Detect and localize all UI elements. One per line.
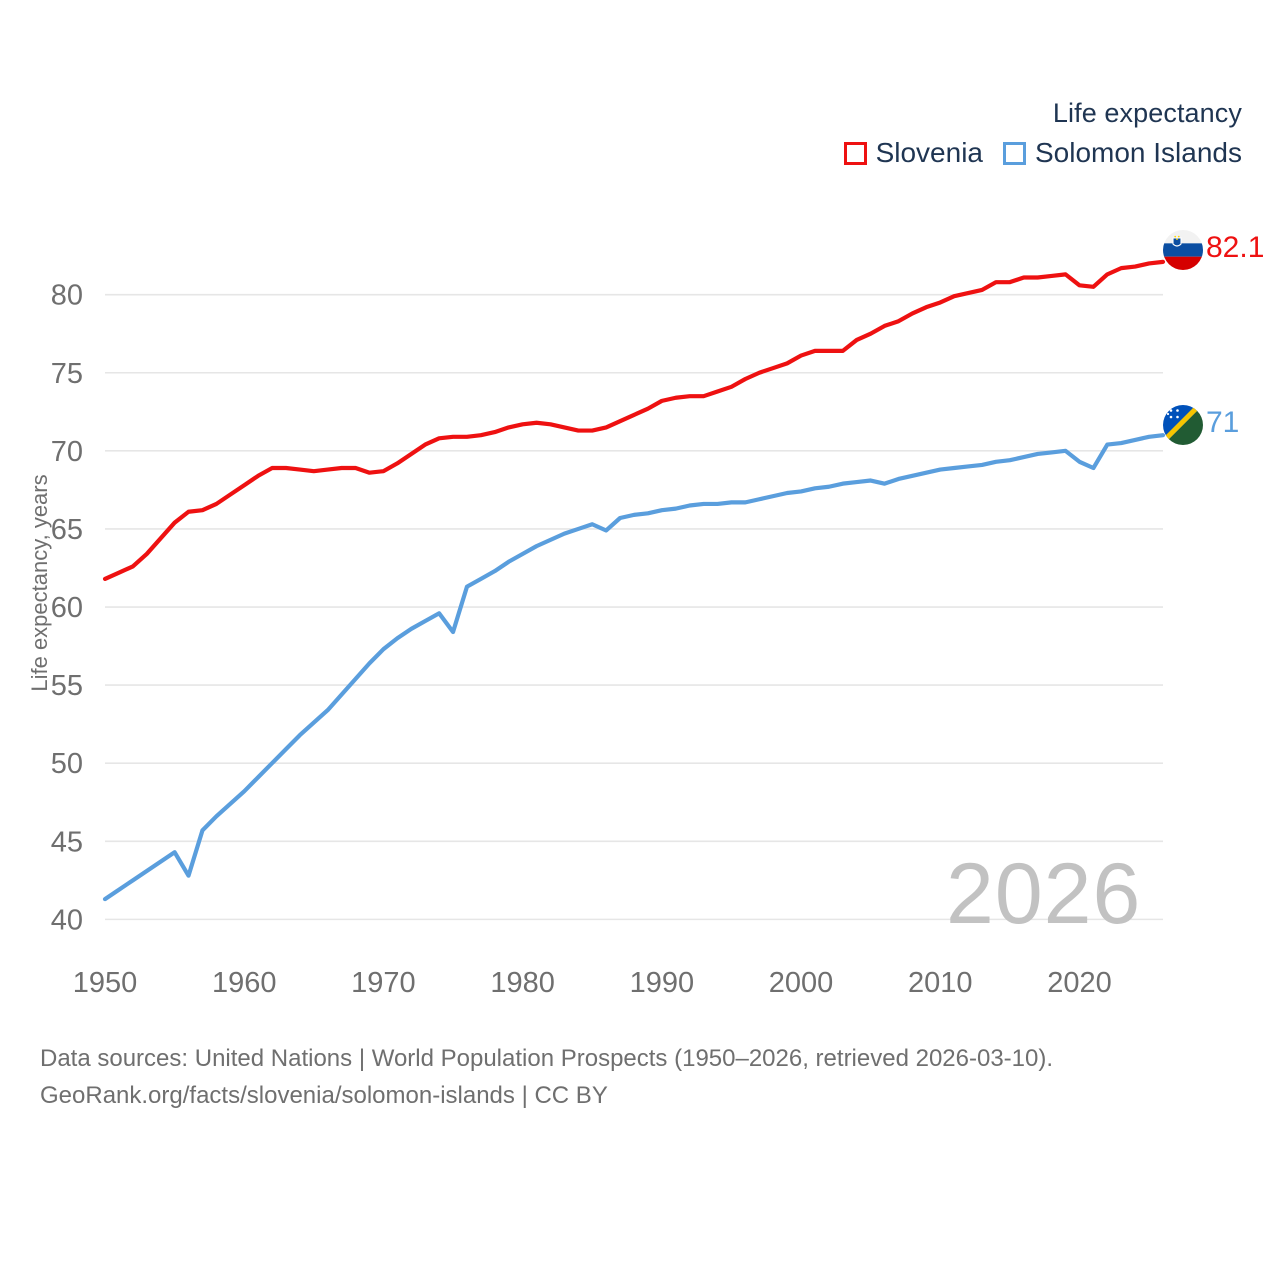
y-tick-label: 50 — [51, 748, 83, 780]
legend-swatch-solomon-islands-icon — [1002, 141, 1026, 165]
gridlines — [105, 293, 1163, 921]
chart-legend: Life expectancy Slovenia Solomon Islands — [843, 98, 1242, 169]
legend-swatch-slovenia-icon — [843, 141, 867, 165]
y-tick-label: 40 — [51, 904, 83, 936]
legend-title: Life expectancy — [1052, 98, 1242, 128]
y-tick-label: 65 — [51, 514, 83, 546]
footer-attribution: Data sources: United Nations | World Pop… — [40, 1040, 1053, 1114]
end-label-slovenia: 82.1 — [1206, 231, 1265, 264]
x-tick-label: 1960 — [212, 967, 277, 999]
legend-items: Slovenia Solomon Islands — [843, 137, 1242, 169]
x-tick-label: 2000 — [769, 967, 834, 999]
y-tick-label: 70 — [51, 436, 83, 468]
x-tick-labels: 1950 1960 1970 1980 1990 2000 2010 2020 — [73, 967, 1112, 999]
x-tick-label: 1990 — [630, 967, 695, 999]
legend-item-solomon-islands[interactable]: Solomon Islands — [1002, 137, 1242, 169]
solomon-islands-flag-icon — [1163, 405, 1203, 445]
y-axis-title: Life expectancy, years — [27, 474, 52, 692]
y-tick-label: 60 — [51, 592, 83, 624]
y-tick-labels: 40 45 50 55 60 65 70 75 80 — [51, 280, 83, 937]
end-label-solomon-islands: 71 — [1206, 406, 1240, 439]
x-tick-label: 1950 — [73, 967, 138, 999]
y-tick-label: 45 — [51, 826, 83, 858]
series-lines — [102, 259, 1166, 902]
x-tick-label: 2020 — [1047, 967, 1112, 999]
y-tick-label: 55 — [51, 670, 83, 702]
x-tick-label: 1980 — [490, 967, 555, 999]
legend-label-solomon-islands: Solomon Islands — [1034, 137, 1242, 168]
series-line-slovenia — [102, 259, 1166, 582]
x-tick-label: 1970 — [351, 967, 416, 999]
y-tick-label: 80 — [51, 280, 83, 312]
series-line-solomon-islands — [102, 433, 1166, 902]
legend-label-slovenia: Slovenia — [875, 137, 983, 168]
slovenia-flag-icon — [1163, 230, 1203, 270]
legend-item-slovenia[interactable]: Slovenia — [843, 137, 983, 169]
footer-line-1: Data sources: United Nations | World Pop… — [40, 1045, 1054, 1072]
y-tick-label: 75 — [51, 358, 83, 390]
year-watermark: 2026 — [946, 846, 1142, 942]
footer-line-2: GeoRank.org/facts/slovenia/solomon-islan… — [40, 1082, 608, 1110]
x-tick-label: 2010 — [908, 967, 973, 999]
